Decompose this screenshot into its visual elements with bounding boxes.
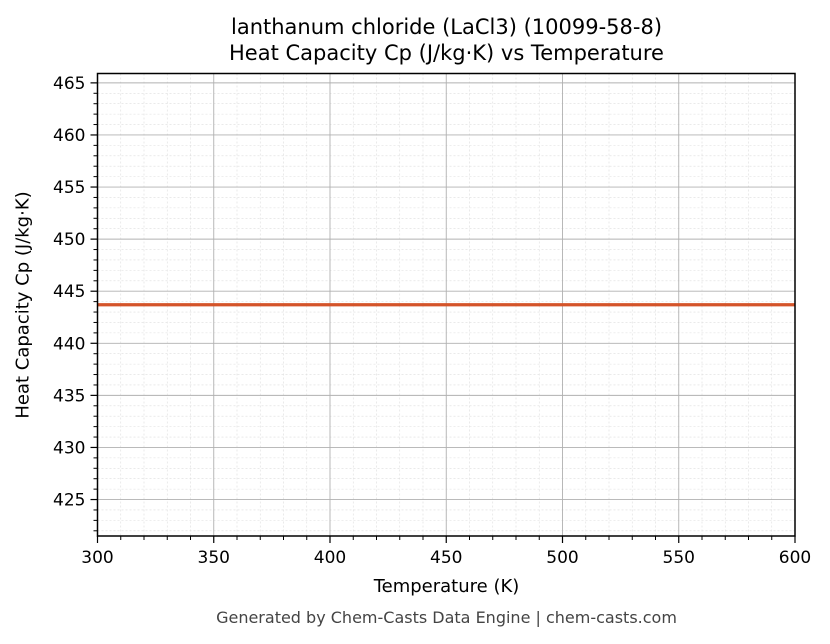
axis-tick-labels: 300 350 400 450 500 550 600 425 430 435 440 445 450 4…	[53, 74, 811, 568]
y-tick-label: 465	[53, 74, 85, 94]
y-tick-label: 445	[53, 282, 85, 302]
y-tick-label: 450	[53, 230, 85, 250]
x-axis-label: Temperature (K)	[373, 576, 520, 597]
y-axis-label: Heat Capacity Cp (J/kg·K)	[12, 191, 34, 419]
y-tick-label: 425	[53, 491, 85, 511]
y-tick-label: 435	[53, 386, 85, 406]
axis-ticks	[90, 82, 796, 543]
footer-credit: Generated by Chem-Casts Data Engine | ch…	[216, 608, 677, 627]
chart-title-line1: lanthanum chloride (LaCl3) (10099-58-8)	[230, 15, 663, 39]
y-tick-label: 440	[53, 334, 85, 354]
x-tick-label: 500	[546, 548, 578, 568]
y-tick-label: 430	[53, 438, 85, 458]
y-tick-label: 455	[53, 178, 85, 198]
x-tick-label: 400	[314, 548, 346, 568]
x-tick-label: 300	[81, 548, 113, 568]
chart-title-line2: Heat Capacity Cp (J/kg·K) vs Temperature	[229, 41, 664, 65]
x-tick-label: 600	[779, 548, 811, 568]
x-tick-label: 450	[430, 548, 462, 568]
x-tick-label: 350	[198, 548, 230, 568]
major-grid	[97, 73, 796, 536]
x-tick-label: 550	[663, 548, 695, 568]
y-tick-label: 460	[53, 126, 85, 146]
